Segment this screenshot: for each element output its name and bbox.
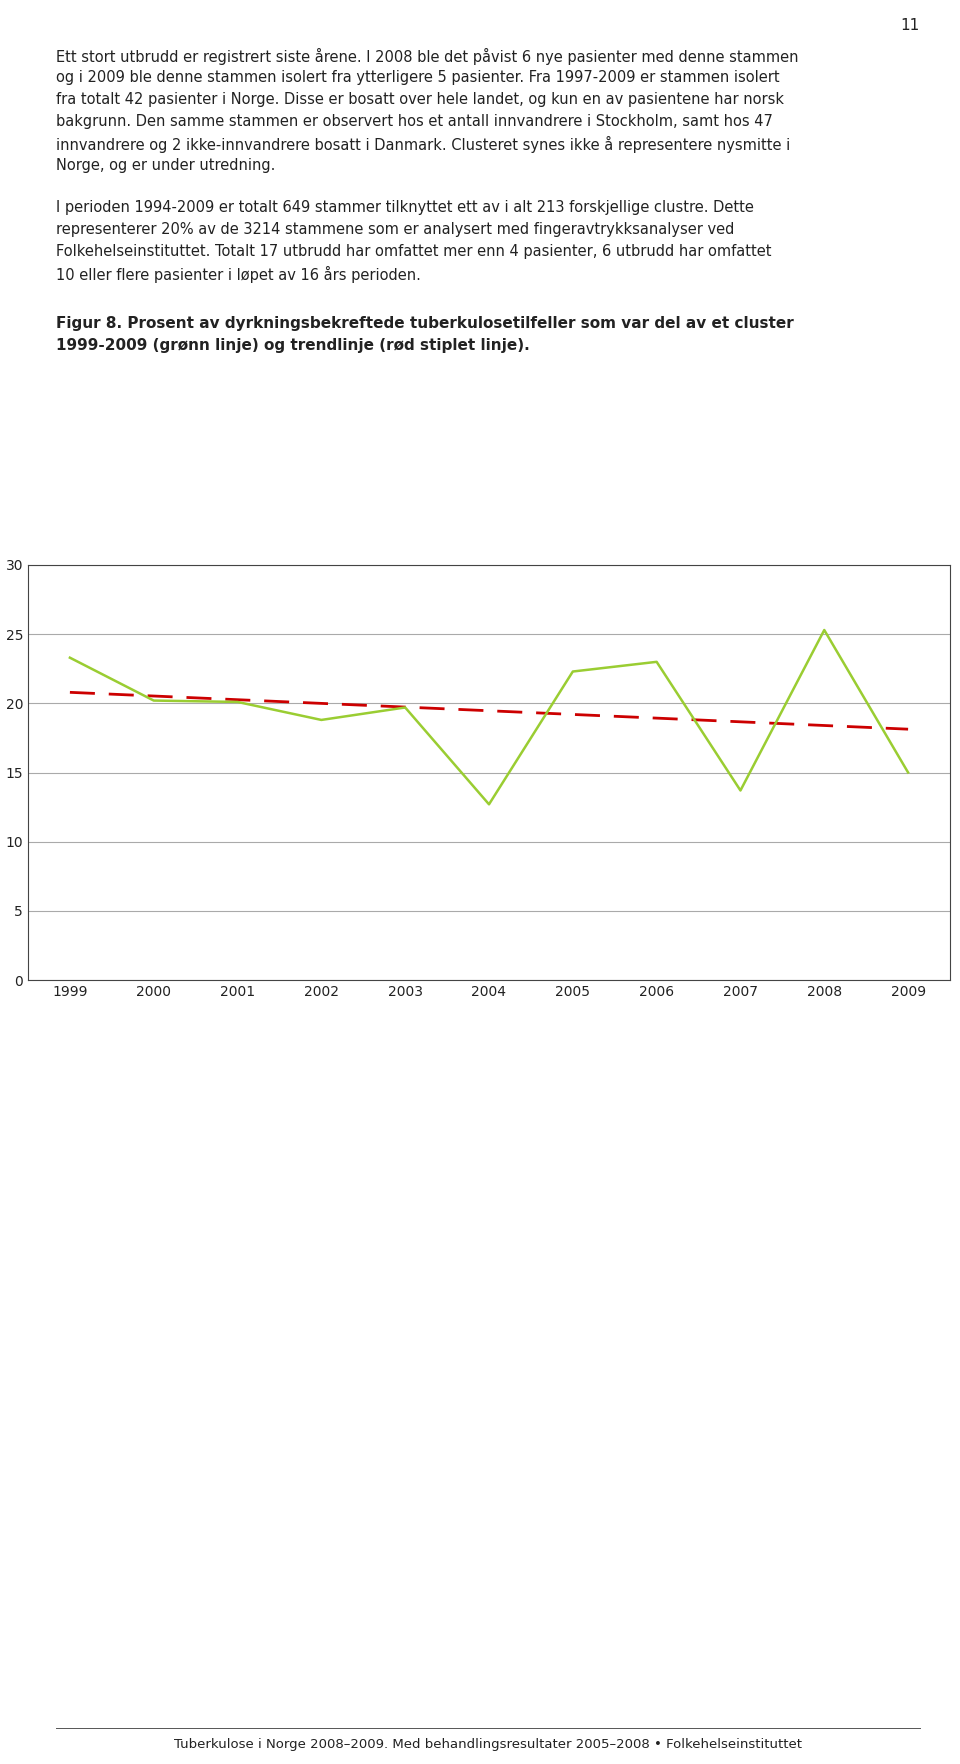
Text: Ett stort utbrudd er registrert siste årene. I 2008 ble det påvist 6 nye pasient: Ett stort utbrudd er registrert siste år…: [56, 48, 798, 65]
Text: representerer 20% av de 3214 stammene som er analysert med fingeravtrykksanalyse: representerer 20% av de 3214 stammene so…: [56, 222, 734, 236]
Text: og i 2009 ble denne stammen isolert fra ytterligere 5 pasienter. Fra 1997-2009 e: og i 2009 ble denne stammen isolert fra …: [56, 71, 780, 85]
Text: Folkehelseinstituttet. Totalt 17 utbrudd har omfattet mer enn 4 pasienter, 6 utb: Folkehelseinstituttet. Totalt 17 utbrudd…: [56, 243, 771, 259]
Text: innvandrere og 2 ikke-innvandrere bosatt i Danmark. Clusteret synes ikke å repre: innvandrere og 2 ikke-innvandrere bosatt…: [56, 136, 790, 153]
Text: 11: 11: [900, 18, 920, 34]
Text: 1999-2009 (grønn linje) og trendlinje (rød stiplet linje).: 1999-2009 (grønn linje) og trendlinje (r…: [56, 339, 529, 353]
Text: fra totalt 42 pasienter i Norge. Disse er bosatt over hele landet, og kun en av : fra totalt 42 pasienter i Norge. Disse e…: [56, 92, 783, 108]
Text: I perioden 1994-2009 er totalt 649 stammer tilknyttet ett av i alt 213 forskjell: I perioden 1994-2009 er totalt 649 stamm…: [56, 199, 754, 215]
Text: 10 eller flere pasienter i løpet av 16 års perioden.: 10 eller flere pasienter i løpet av 16 å…: [56, 266, 420, 282]
Text: Tuberkulose i Norge 2008–2009. Med behandlingsresultater 2005–2008 • Folkehelsei: Tuberkulose i Norge 2008–2009. Med behan…: [174, 1738, 802, 1752]
Text: bakgrunn. Den samme stammen er observert hos et antall innvandrere i Stockholm, : bakgrunn. Den samme stammen er observert…: [56, 115, 773, 129]
Text: Norge, og er under utredning.: Norge, og er under utredning.: [56, 159, 276, 173]
Text: Figur 8. Prosent av dyrkningsbekreftede tuberkulosetilfeller som var del av et c: Figur 8. Prosent av dyrkningsbekreftede …: [56, 316, 793, 332]
